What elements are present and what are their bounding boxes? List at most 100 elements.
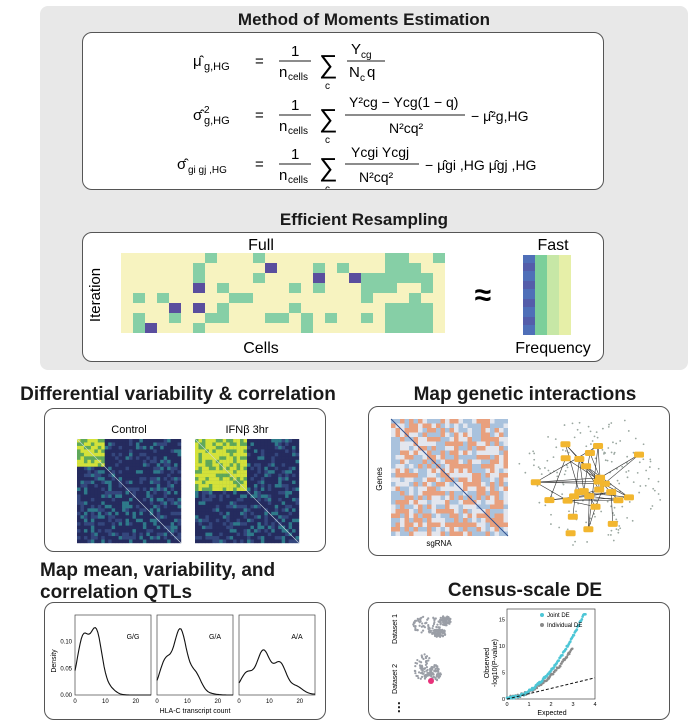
heatmap-cell: [163, 439, 168, 443]
heatmap-cell: [195, 445, 199, 450]
heatmap-cell: [292, 487, 296, 492]
heatmap-cell: [170, 494, 175, 499]
heatmap-cell: [80, 518, 85, 523]
heatmap-cell: [153, 442, 157, 447]
matrix-cell: [472, 522, 477, 527]
full-label: Full: [248, 237, 274, 254]
matrix-cell: [454, 437, 459, 442]
heatmap-cell: [111, 515, 116, 519]
heatmap-cell: [108, 459, 112, 464]
matrix-cell: [472, 419, 477, 424]
heatmap-cell: [80, 532, 85, 537]
matrix-cell: [499, 464, 504, 469]
heatmap-cell: [153, 508, 157, 512]
frequency-column: [559, 255, 571, 335]
heatmap-cell: [129, 515, 133, 519]
heatmap-cell: [77, 449, 81, 454]
heatmap-cell: [257, 497, 262, 502]
heatmap-cell: [115, 445, 119, 450]
heatmap-cell: [135, 529, 140, 533]
heatmap-cell: [167, 456, 171, 460]
matrix-cell: [445, 459, 450, 464]
heatmap-cell: [94, 473, 98, 478]
heatmap-cell: [97, 449, 102, 454]
heatmap-cell: [118, 477, 123, 481]
matrix-cell: [490, 432, 495, 437]
heatmap-cell: [271, 508, 275, 512]
umap-point: [434, 617, 437, 620]
heatmap-cell: [104, 463, 109, 467]
network-node: [574, 456, 585, 463]
heatmap-cell: [292, 525, 296, 530]
heatmap-cell: [80, 529, 85, 533]
heatmap-cell: [295, 470, 300, 474]
heatmap-cell: [111, 497, 116, 502]
heatmap-cell: [278, 452, 282, 457]
heatmap-cell: [115, 494, 119, 499]
matrix-cell: [476, 437, 481, 442]
matrix-cell: [472, 423, 477, 428]
heatmap-cell: [94, 501, 98, 506]
network-node: [530, 479, 541, 486]
heatmap-cell: [226, 459, 230, 464]
matrix-cell: [476, 473, 481, 478]
heatmap-cell: [240, 449, 244, 454]
umap-point: [431, 676, 434, 679]
heatmap-cell: [135, 491, 140, 495]
heatmap-cell: [278, 442, 282, 447]
umap-point: [439, 620, 442, 623]
matrix-cell: [467, 432, 472, 437]
heatmap-cell: [198, 459, 203, 464]
umap-point: [421, 622, 424, 625]
heatmap-cell: [135, 532, 140, 537]
heatmap-cell: [156, 473, 161, 478]
heatmap-cell: [108, 473, 112, 478]
matrix-cell: [472, 455, 477, 460]
heatmap-cell: [135, 466, 140, 471]
matrix-cell: [481, 446, 486, 451]
heatmap-cell: [292, 508, 296, 512]
heatmap-cell: [97, 477, 102, 481]
heatmap-cell: [247, 442, 251, 447]
heatmap-cell: [101, 456, 105, 460]
heatmap-cell: [83, 536, 88, 540]
heatmap-cell: [288, 511, 293, 516]
heatmap-cell: [170, 491, 175, 495]
heatmap-cell: [174, 525, 178, 530]
heatmap-cell: [101, 536, 105, 540]
heatmap-cell: [129, 452, 133, 457]
matrix-cell: [503, 446, 508, 451]
matrix-cell: [481, 459, 486, 464]
network-dot: [556, 471, 558, 474]
matrix-cell: [454, 531, 459, 536]
matrix-cell: [481, 482, 486, 487]
heatmap-cell: [142, 532, 147, 537]
heatmap-cell: [111, 449, 116, 454]
heatmap-cell: [243, 466, 248, 471]
matrix-cell: [476, 513, 481, 518]
qtl-ytick: 0.00: [60, 693, 72, 699]
heatmap-cell: [139, 508, 144, 512]
heatmap-cell: [274, 480, 279, 485]
matrix-cell: [422, 464, 427, 469]
heatmap-cell: [208, 518, 213, 523]
heatmap-cell: [281, 473, 286, 478]
eq2-lhs-sup: 2: [204, 105, 210, 116]
heatmap-cell: [170, 456, 175, 460]
heatmap-cell: [83, 539, 88, 544]
heatmap-cell: [278, 484, 282, 488]
heatmap-cell: [108, 539, 112, 544]
heatmap-cell: [129, 497, 133, 502]
matrix-cell: [481, 432, 486, 437]
heatmap-cell: [285, 470, 289, 474]
heatmap-cell: [281, 536, 286, 540]
matrix-cell: [494, 518, 499, 523]
matrix-cell: [440, 423, 445, 428]
heatmap-cell: [274, 452, 279, 457]
heatmap-cell: [80, 470, 85, 474]
heatmap-cell: [257, 508, 262, 512]
matrix-cell: [413, 419, 418, 424]
eq1-sum: ∑: [319, 49, 338, 79]
heatmap-cell: [292, 445, 296, 450]
matrix-cell: [449, 428, 454, 433]
